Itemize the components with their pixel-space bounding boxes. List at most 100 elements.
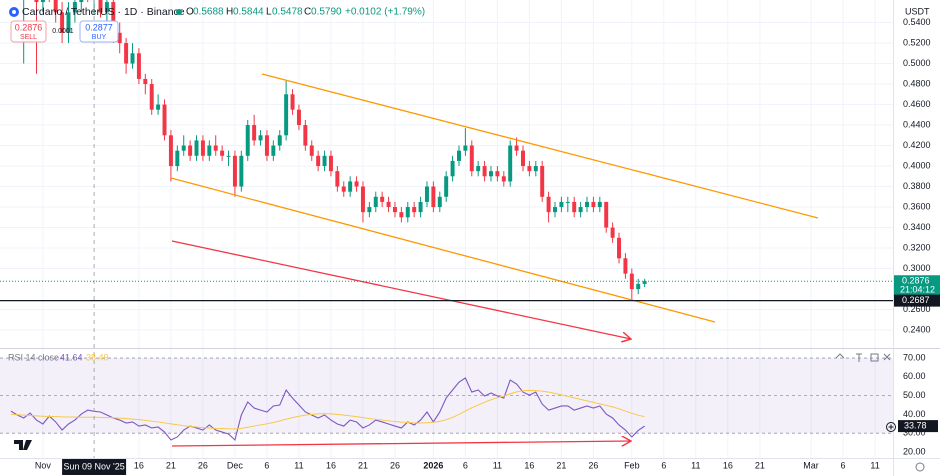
candle-body xyxy=(239,155,244,187)
candle-body xyxy=(444,176,449,197)
pane-pin[interactable] xyxy=(856,353,862,362)
x-tick-label: 16 xyxy=(134,460,144,470)
candle-body xyxy=(252,125,257,141)
candle-body xyxy=(316,155,321,167)
x-tick-label: 16 xyxy=(326,460,336,470)
y-tick-label: 0.4400 xyxy=(903,119,931,129)
candle-body xyxy=(232,155,237,187)
buy-label[interactable]: BUY xyxy=(92,34,107,41)
x-tick-label: Mar xyxy=(803,460,819,470)
candle-body xyxy=(597,201,602,208)
ohlc-value: 0.5688 xyxy=(193,7,224,18)
pane-close[interactable] xyxy=(883,353,891,361)
add-icon[interactable] xyxy=(886,422,896,432)
candle-body xyxy=(143,78,148,85)
candle-body xyxy=(476,166,481,172)
sell-price[interactable]: 0.2876 xyxy=(15,22,43,32)
candle-body xyxy=(405,207,410,218)
candle-body xyxy=(572,201,577,213)
low-price-label: 0.2687 xyxy=(902,295,930,305)
candle-body xyxy=(188,145,193,156)
candle-body xyxy=(392,207,397,213)
candle-body xyxy=(322,155,327,167)
candle-body xyxy=(360,186,365,213)
pane-maximize[interactable] xyxy=(870,353,879,362)
pane-up[interactable] xyxy=(835,353,845,359)
rsi-layer xyxy=(10,377,645,442)
candle-body xyxy=(418,201,423,213)
x-tick-label: 21 xyxy=(166,460,176,470)
currency[interactable]: USDT xyxy=(905,6,930,16)
sell-button[interactable]: 0.2876 SELL xyxy=(10,20,47,43)
sell-box[interactable] xyxy=(10,20,47,43)
candle-body xyxy=(194,140,199,156)
ohlc-key: H xyxy=(226,7,233,18)
candle-body xyxy=(617,237,622,259)
candle-body xyxy=(213,145,218,151)
candle-body xyxy=(79,0,84,3)
market-status xyxy=(176,9,182,15)
candle-body xyxy=(98,0,103,13)
divergence-arrow xyxy=(171,441,631,447)
rsi-tick-label: 30.00 xyxy=(903,428,926,438)
add-icon-cross xyxy=(888,424,894,430)
channel-lower xyxy=(170,177,716,323)
candle-body xyxy=(495,171,500,177)
candle-body xyxy=(559,201,564,208)
x-tick-label: Dec xyxy=(227,460,244,470)
buy-box[interactable] xyxy=(79,20,119,43)
candle-body xyxy=(200,140,205,156)
x-tick-label: 11 xyxy=(294,460,303,470)
y-tick-label: 0.4800 xyxy=(903,78,931,88)
y-tick-label: 0.2600 xyxy=(903,304,931,314)
candle-body xyxy=(40,0,45,3)
candle-body xyxy=(124,43,129,64)
candle-body xyxy=(386,201,391,208)
y-tick-label: 0.4000 xyxy=(903,160,931,170)
rsi-ma-legend-value: 38.49 xyxy=(86,352,109,362)
candle-body xyxy=(623,258,628,274)
candle-body xyxy=(578,207,583,213)
x-tick-label: 21 xyxy=(755,460,765,470)
candle-body xyxy=(296,109,301,126)
candle-body xyxy=(181,145,186,151)
axis-layer: 0.2400 0.2600 0.3000 0.3200 0.3400 0.3600 0.38… xyxy=(35,17,931,470)
buy-price[interactable]: 0.2877 xyxy=(85,22,113,32)
candle-body xyxy=(553,207,557,213)
candle-body xyxy=(527,166,532,172)
symbol-icon-inner xyxy=(12,10,16,14)
rsi-tick-label: 50.00 xyxy=(903,390,926,400)
y-tick-label: 0.3200 xyxy=(903,242,931,252)
x-tick-label: Feb xyxy=(624,460,640,470)
grid-layer xyxy=(0,0,893,458)
candle-body xyxy=(514,145,519,151)
settings-icon[interactable] xyxy=(915,462,925,472)
y-tick-label: 0.5000 xyxy=(903,58,931,68)
candle-body xyxy=(450,160,455,177)
y-tick-label: 0.3400 xyxy=(903,222,931,232)
candle-body xyxy=(335,171,340,187)
candle-body xyxy=(521,150,525,167)
candle-body xyxy=(469,145,474,172)
logo[interactable] xyxy=(14,440,32,450)
candle-body xyxy=(258,135,263,141)
candle-body xyxy=(328,155,333,172)
x-tick-label: 11 xyxy=(870,460,879,470)
x-tick-label: 11 xyxy=(493,460,502,470)
candle-body xyxy=(354,181,359,187)
candle-body xyxy=(72,2,77,13)
y-tick-label: 0.2400 xyxy=(903,324,931,334)
last-price-box xyxy=(894,275,940,297)
candle-body xyxy=(636,283,641,290)
sell-label[interactable]: SELL xyxy=(20,34,37,41)
pane-toolbar[interactable] xyxy=(835,353,891,362)
rsi-last-label: 33.78 xyxy=(904,420,927,430)
ohlc-key: C xyxy=(304,7,311,18)
x-tick-label: 26 xyxy=(588,460,598,470)
candle-body xyxy=(489,171,493,177)
crosshair-box xyxy=(62,459,127,475)
buy-button[interactable]: 0.2877 BUY xyxy=(79,20,119,43)
x-tick-label: 21 xyxy=(358,460,368,470)
candle-body xyxy=(162,104,167,136)
